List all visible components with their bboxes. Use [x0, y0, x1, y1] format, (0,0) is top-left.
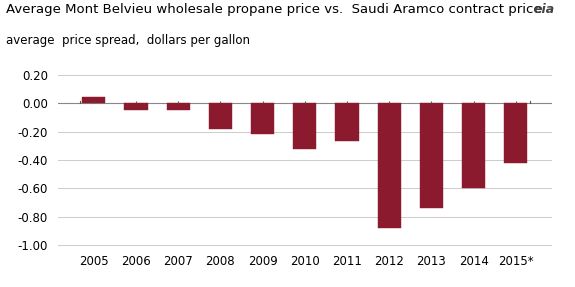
Bar — [335, 103, 359, 141]
Bar — [251, 103, 274, 134]
Bar — [82, 97, 105, 103]
Text: eia: eia — [534, 3, 555, 16]
Bar — [420, 103, 443, 208]
Bar — [378, 103, 401, 228]
Bar — [209, 103, 232, 129]
Bar — [504, 103, 527, 163]
Bar — [462, 103, 485, 189]
Bar — [124, 103, 148, 110]
Text: average  price spread,  dollars per gallon: average price spread, dollars per gallon — [6, 34, 250, 47]
Bar — [293, 103, 316, 149]
Text: Average Mont Belvieu wholesale propane price vs.  Saudi Aramco contract price: Average Mont Belvieu wholesale propane p… — [6, 3, 542, 16]
Bar — [167, 103, 190, 110]
